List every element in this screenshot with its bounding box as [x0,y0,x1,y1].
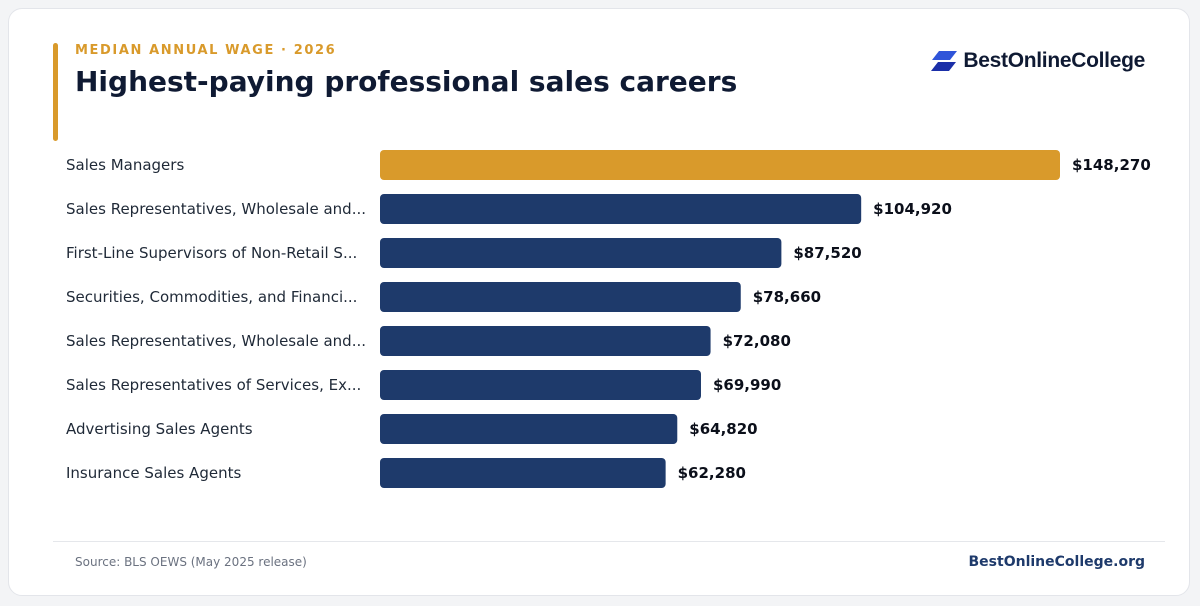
value-label: $69,990 [713,376,781,394]
bar[interactable] [380,326,711,356]
bar[interactable] [380,150,1060,180]
value-label: $62,280 [678,464,746,482]
footer-site-link[interactable]: BestOnlineCollege.org [968,554,1145,570]
category-label: Advertising Sales Agents [66,420,253,438]
category-label: Sales Representatives of Services, Ex... [66,376,361,394]
chart-title: Highest-paying professional sales career… [75,65,738,98]
value-label: $104,920 [873,200,952,218]
bar[interactable] [380,458,666,488]
category-label: Sales Representatives, Wholesale and... [66,200,366,218]
bar[interactable] [380,370,701,400]
category-label: Insurance Sales Agents [66,464,241,482]
value-label: $78,660 [753,288,821,306]
category-label: First-Line Supervisors of Non-Retail S..… [66,244,357,262]
bar[interactable] [380,414,678,444]
category-label: Sales Managers [66,156,184,174]
eyebrow-label: MEDIAN ANNUAL WAGE · 2026 [75,43,337,58]
category-label: Sales Representatives, Wholesale and... [66,332,366,350]
category-label: Securities, Commodities, and Financi... [66,288,357,306]
value-label: $87,520 [793,244,861,262]
brand-name: BestOnlineCollege [963,49,1145,72]
parallelogram-stack-icon [931,51,958,71]
footer-divider [53,541,1165,542]
chart-card: MEDIAN ANNUAL WAGE · 2026 Highest-paying… [8,8,1190,596]
source-note: Source: BLS OEWS (May 2025 release) [75,555,307,569]
value-label: $148,270 [1072,156,1151,174]
bar[interactable] [380,238,782,268]
value-label: $72,080 [723,332,791,350]
bar[interactable] [380,282,741,312]
value-label: $64,820 [689,420,757,438]
bar[interactable] [380,194,862,224]
accent-bar [53,43,58,141]
brand-logo[interactable]: BestOnlineCollege [931,49,1145,73]
